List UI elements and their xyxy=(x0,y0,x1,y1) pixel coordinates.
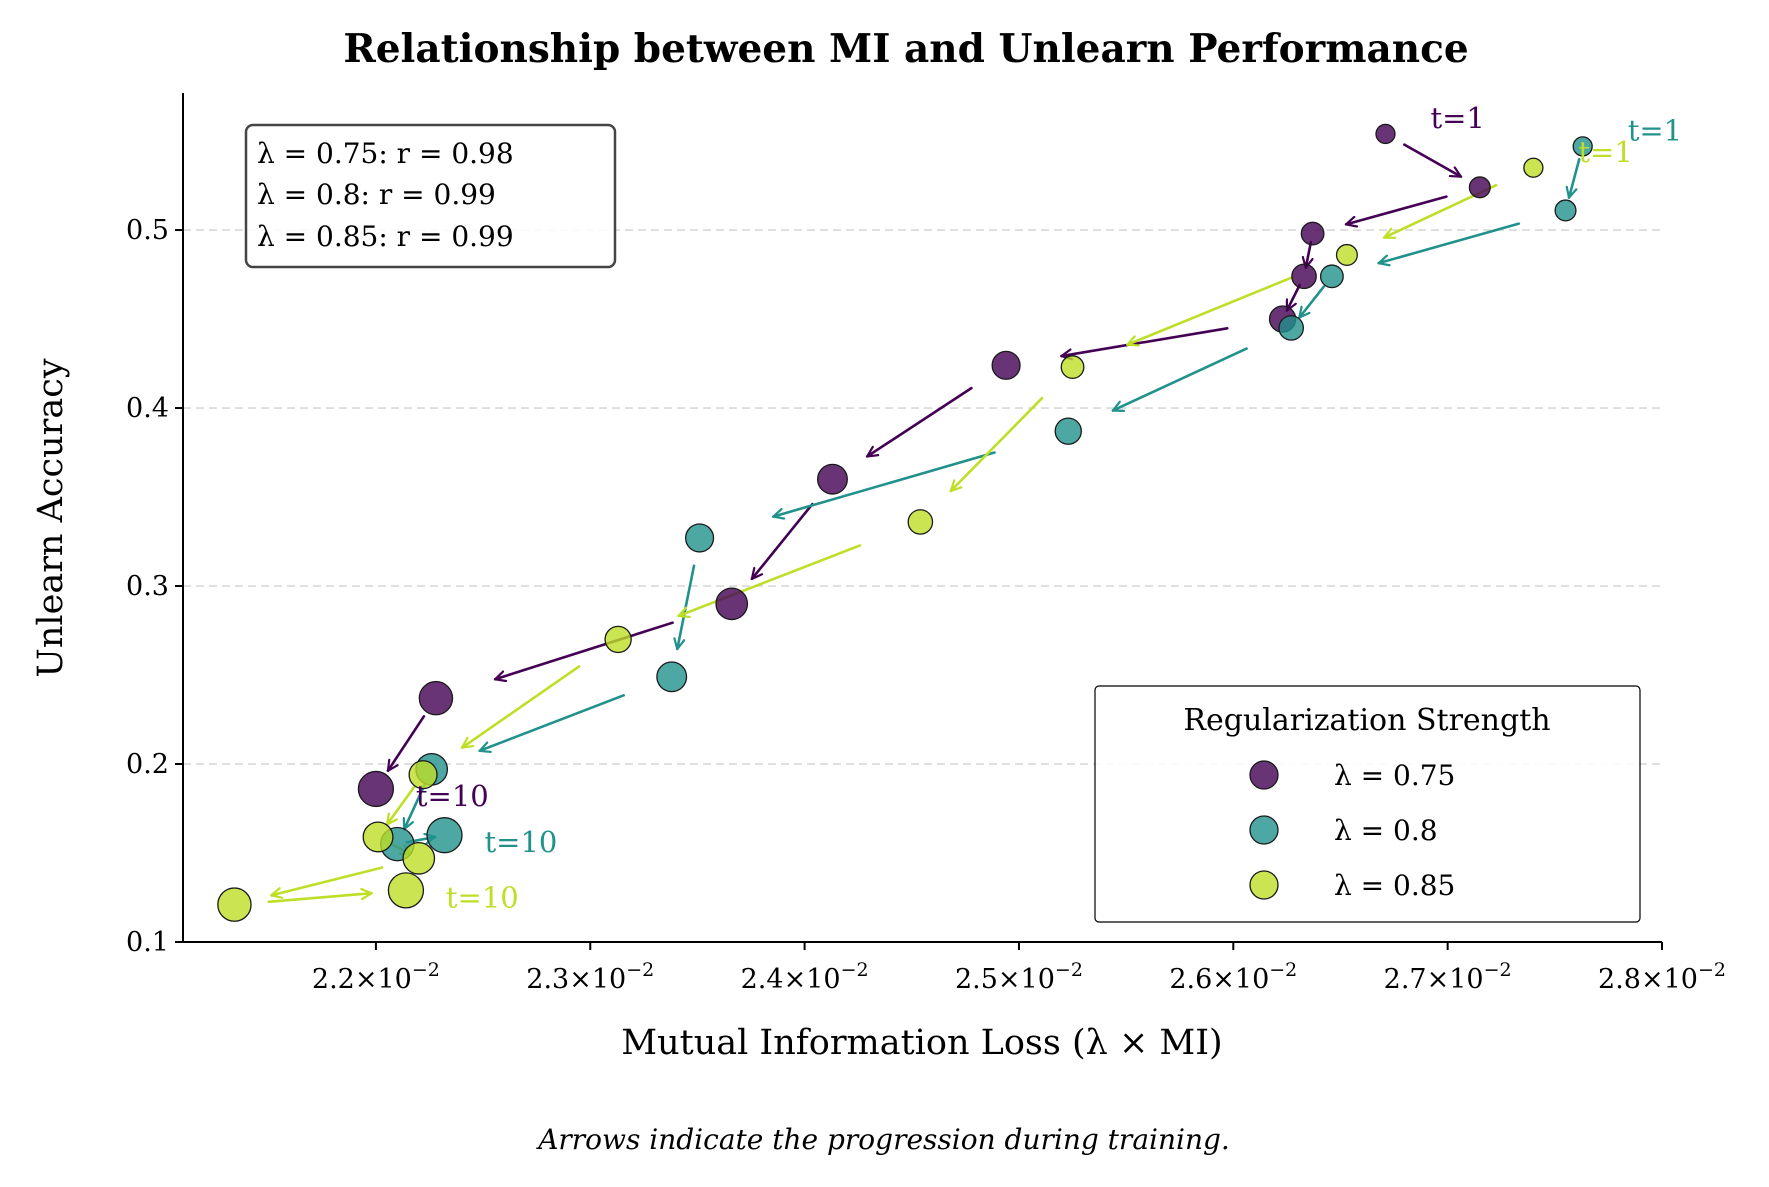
data-point xyxy=(1468,176,1491,199)
progression-arrow xyxy=(1285,283,1302,311)
data-point xyxy=(1523,157,1544,178)
progression-arrow xyxy=(951,396,1044,491)
progression-arrow xyxy=(480,694,625,751)
legend-marker xyxy=(1249,870,1279,900)
chart-title: Relationship between MI and Unlearn Perf… xyxy=(343,26,1468,72)
end-time-label: t=10 xyxy=(416,779,489,813)
y-tick-label: 0.2 xyxy=(126,749,169,780)
x-tick-label: 2.8×10−2 xyxy=(1598,959,1726,995)
progression-arrow xyxy=(677,564,696,649)
data-point xyxy=(362,821,394,853)
x-tick-label: 2.4×10−2 xyxy=(741,959,869,995)
data-point xyxy=(402,841,436,875)
data-point xyxy=(1375,123,1396,145)
data-point xyxy=(1300,221,1325,246)
data-point xyxy=(907,509,934,535)
stats-line-2: λ = 0.85: r = 0.99 xyxy=(257,220,514,253)
data-point xyxy=(1554,199,1577,222)
legend-title: Regularization Strength xyxy=(1183,703,1550,738)
progression-arrow xyxy=(867,386,973,456)
stats-box-frame xyxy=(244,123,617,269)
legend: Regularization Strength λ = 0.75 λ = 0.8 λ… xyxy=(1094,685,1641,923)
legend-entry: λ = 0.85 xyxy=(1249,869,1455,902)
y-ticks: 0.1 0.2 0.3 0.4 0.5 xyxy=(126,215,183,958)
data-point xyxy=(1572,136,1593,157)
legend-label: λ = 0.8 xyxy=(1334,814,1438,847)
data-point xyxy=(1319,264,1344,289)
progression-arrow xyxy=(387,785,416,824)
progression-arrow xyxy=(495,621,674,680)
data-point xyxy=(604,625,632,654)
y-tick-label: 0.1 xyxy=(126,927,169,958)
correlation-stats-box: λ = 0.75: r = 0.98 λ = 0.8: r = 0.99 λ =… xyxy=(244,123,617,269)
progression-arrow xyxy=(404,783,427,829)
data-point xyxy=(1291,263,1317,290)
progression-arrow xyxy=(271,866,384,896)
end-time-label: t=10 xyxy=(485,825,558,859)
end-time-label: t=10 xyxy=(446,880,519,914)
progression-arrow xyxy=(267,893,372,904)
grid-lines xyxy=(183,229,1662,765)
x-axis-label: Mutual Information Loss (λ × MI) xyxy=(621,1023,1222,1063)
progression-arrow xyxy=(752,502,814,579)
data-point xyxy=(656,661,688,693)
data-point xyxy=(715,587,749,621)
data-point xyxy=(357,770,395,808)
y-axis-label: Unlearn Accuracy xyxy=(31,358,71,677)
figure-caption: Arrows indicate the progression during t… xyxy=(535,1123,1230,1156)
data-point xyxy=(217,887,252,922)
progression-arrow xyxy=(679,544,862,615)
x-ticks: 2.2×10−2 2.3×10−2 2.4×10−2 2.5×10−2 2.6×10−2… xyxy=(312,942,1726,995)
data-point xyxy=(408,760,438,790)
data-point xyxy=(426,817,463,854)
data-point xyxy=(684,523,715,553)
data-points xyxy=(217,123,1593,922)
legend-entry: λ = 0.8 xyxy=(1249,814,1438,847)
y-tick-label: 0.3 xyxy=(126,571,169,602)
legend-label: λ = 0.85 xyxy=(1334,869,1455,902)
progression-arrow xyxy=(1127,276,1294,344)
progression-arrow xyxy=(1113,347,1248,411)
progression-arrow xyxy=(462,665,581,747)
legend-frame xyxy=(1094,685,1641,923)
legend-marker xyxy=(1249,760,1279,790)
legend-marker xyxy=(1249,815,1279,845)
x-tick-label: 2.2×10−2 xyxy=(312,959,440,995)
progression-arrow xyxy=(1346,195,1448,225)
x-tick-label: 2.6×10−2 xyxy=(1169,959,1297,995)
progression-arrow xyxy=(1403,143,1461,178)
x-tick-label: 2.7×10−2 xyxy=(1384,959,1512,995)
data-point xyxy=(816,463,848,495)
x-tick-label: 2.3×10−2 xyxy=(526,959,654,995)
data-point xyxy=(1054,417,1082,445)
data-point xyxy=(387,872,425,909)
progression-arrow xyxy=(1061,326,1229,356)
progression-arrow xyxy=(1299,285,1326,318)
stats-line-0: λ = 0.75: r = 0.98 xyxy=(257,137,514,170)
data-point xyxy=(1335,243,1358,267)
legend-label: λ = 0.75 xyxy=(1334,759,1455,792)
data-point xyxy=(418,680,454,716)
data-point xyxy=(1060,355,1085,380)
start-time-label: t=1 xyxy=(1578,135,1632,169)
progression-arrow xyxy=(388,715,426,770)
progression-arrow xyxy=(773,451,996,517)
data-point xyxy=(1278,315,1304,341)
x-tick-label: 2.5×10−2 xyxy=(955,959,1083,995)
progression-arrow xyxy=(1569,157,1581,197)
progression-arrow xyxy=(1306,240,1311,268)
time-labels: t=1 t=10 t=1 t=10 t=1 t=10 xyxy=(416,101,1682,914)
progression-arrow xyxy=(1379,222,1521,264)
start-time-label: t=1 xyxy=(1628,113,1682,147)
y-tick-label: 0.4 xyxy=(126,393,169,424)
legend-entry: λ = 0.75 xyxy=(1249,759,1455,792)
data-point xyxy=(991,350,1021,380)
start-time-label: t=1 xyxy=(1430,101,1484,135)
y-tick-label: 0.5 xyxy=(126,215,169,246)
stats-line-1: λ = 0.8: r = 0.99 xyxy=(257,178,496,211)
